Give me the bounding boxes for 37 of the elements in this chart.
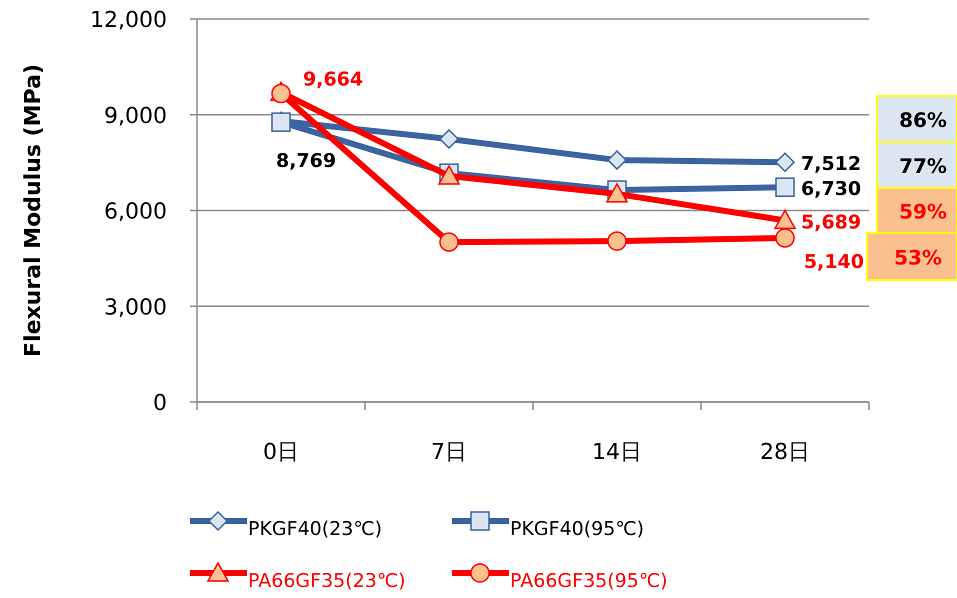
note3: 53% [866,232,957,281]
legend3: PA66GF35(95℃) [452,563,668,592]
y-axis-title: Flexural Modulus (MPa) [21,64,46,357]
note2: 59% [876,187,957,234]
note0: 86% [876,95,957,143]
legend0: PKGF40(23℃) [190,510,382,540]
y-tick-label: 3,000 [104,295,167,320]
y-tick-label: 0 [153,391,167,416]
data-label: 8,769 [276,150,336,172]
point [774,210,796,230]
data-label: 5,689 [801,211,862,234]
legend-label: PKGF40(23℃) [248,518,382,540]
x-tick-label: 7日 [431,440,467,465]
point [439,232,459,252]
legend-label: PA66GF35(23℃) [248,570,406,592]
data-label: 5,140 [804,250,864,273]
legend2: PA66GF35(23℃) [190,561,406,592]
legend1: PKGF40(95℃) [452,511,644,540]
point [775,152,795,172]
note1: 77% [876,141,957,189]
data-label: 7,512 [801,153,862,176]
point [607,231,627,251]
point [607,150,627,170]
x-tick-label: 14日 [592,440,642,465]
legend-label: PA66GF35(95℃) [510,570,668,592]
y-tick-label: 9,000 [104,104,167,129]
y-tick-label: 12,000 [90,8,167,33]
x-tick-label: 0日 [263,440,299,465]
data-label: 9,664 [303,68,364,91]
legend-label: PKGF40(95℃) [510,518,644,540]
y-tick-label: 6,000 [104,200,167,224]
point [439,129,459,149]
point [271,84,291,104]
x-tick-label: 28日 [760,440,810,465]
data-label: 6,730 [801,178,862,200]
point [775,177,795,197]
point [775,228,795,248]
